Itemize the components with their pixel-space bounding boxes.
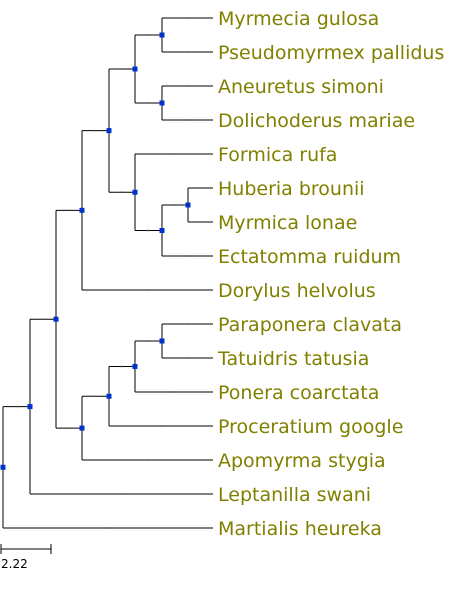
branch-midpoint-mark (147, 229, 150, 232)
leaf-label: Martialis heureka (218, 518, 382, 540)
branch-midpoint-mark (121, 68, 123, 70)
branch-midpoint-mark (186, 85, 189, 87)
internal-node-marker (159, 228, 165, 233)
leaf-label: Aneuretus simoni (218, 76, 384, 98)
internal-node-marker (159, 338, 165, 344)
branch-midpoint-mark (186, 323, 189, 325)
internal-node-marker (0, 464, 6, 470)
internal-node-marker (159, 100, 165, 106)
internal-node-marker (79, 425, 85, 431)
leaf-label: Huberia brounii (218, 178, 365, 200)
leaf-label: Myrmecia gulosa (218, 8, 379, 30)
branch-midpoint-mark (173, 153, 175, 155)
branch-midpoint-mark (186, 357, 189, 359)
branch-midpoint-mark (121, 365, 123, 368)
branch-midpoint-mark (68, 209, 70, 212)
internal-node-marker (132, 364, 138, 369)
leaf-label: Ponera coarctata (218, 382, 379, 404)
leaf-label: Pseudomyrmex pallidus (218, 42, 444, 64)
leaf-label: Ectatomma ruidum (218, 246, 401, 268)
internal-node-marker (27, 404, 33, 410)
internal-node-marker (185, 202, 191, 208)
branch-midpoint-mark (199, 187, 202, 189)
leaf-label: Paraponera clavata (218, 314, 402, 336)
branch-midpoint-mark (68, 427, 70, 429)
leaf-label: Apomyrma stygia (218, 450, 386, 472)
leaf-label: Leptanilla swani (218, 484, 371, 506)
internal-node-marker (79, 207, 85, 213)
branch-midpoint-mark (160, 425, 162, 427)
branch-midpoint-mark (107, 527, 109, 529)
branch-midpoint-mark (42, 318, 44, 321)
branch-midpoint-mark (174, 204, 176, 206)
branch-midpoint-mark (186, 119, 189, 121)
branch-midpoint-mark (120, 493, 123, 495)
internal-node-marker (132, 66, 138, 72)
scale-bar: 2.22 (0, 544, 52, 571)
branch-midpoint-mark (147, 340, 150, 342)
leaf-labels: Myrmecia gulosa Pseudomyrmex pallidus Aneu… (217, 8, 444, 540)
leaf-label: Myrmica lonae (218, 212, 357, 234)
tree-branches (2, 17, 213, 529)
internal-node-marker (106, 393, 112, 399)
branch-midpoint-mark (147, 34, 150, 36)
leaf-label: Tatuidris tatusia (217, 348, 369, 370)
leaf-label: Dolichoderus mariae (218, 110, 415, 132)
leaf-label: Dorylus helvolus (218, 280, 376, 302)
branch-midpoint-mark (146, 289, 149, 291)
branch-midpoint-mark (94, 395, 97, 398)
internal-node-marker (132, 189, 138, 195)
branch-midpoint-mark (147, 102, 150, 104)
branch-midpoint-mark (199, 221, 202, 223)
branch-midpoint-mark (146, 459, 149, 461)
branch-midpoint-mark (121, 191, 123, 194)
leaf-label: Proceratium google (218, 416, 403, 438)
branch-midpoint-mark (15, 405, 18, 408)
branch-midpoint-mark (94, 129, 97, 132)
leaf-label: Formica rufa (218, 144, 337, 166)
tree-nodes (0, 32, 191, 470)
scale-bar-label: 2.22 (1, 557, 28, 571)
branch-midpoint-mark (186, 51, 189, 53)
internal-node-marker (53, 316, 59, 322)
branch-midpoint-mark (186, 255, 189, 257)
internal-node-marker (106, 128, 112, 134)
branch-midpoint-mark (186, 17, 189, 19)
internal-node-marker (159, 32, 165, 38)
branch-midpoint-mark (173, 391, 175, 393)
